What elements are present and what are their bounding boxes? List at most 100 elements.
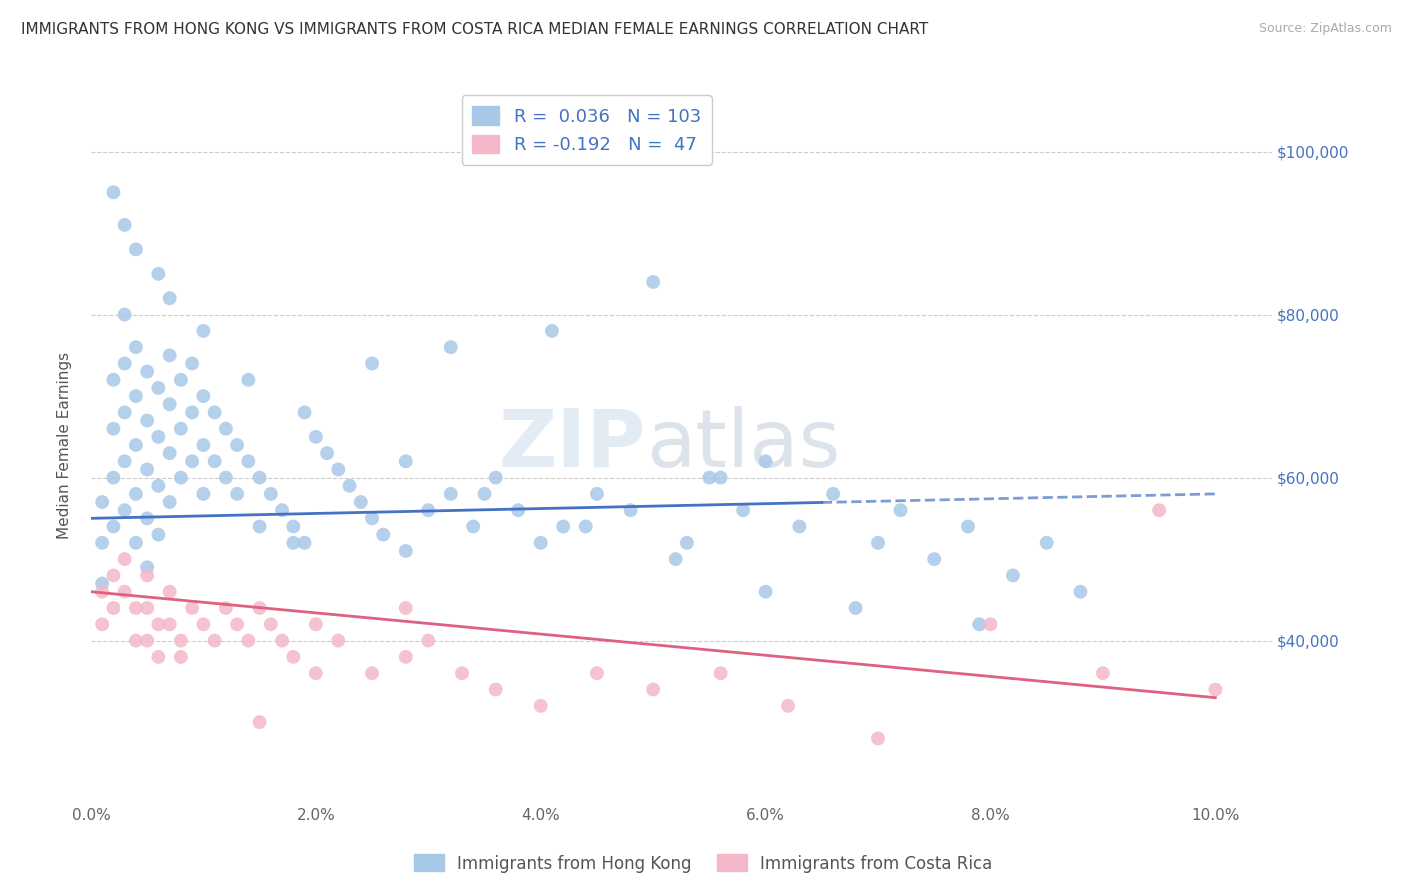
- Point: [395, 601, 418, 615]
- Point: [114, 308, 136, 322]
- Point: [316, 446, 339, 460]
- Point: [238, 373, 260, 387]
- Point: [373, 527, 395, 541]
- Text: Source: ZipAtlas.com: Source: ZipAtlas.com: [1258, 22, 1392, 36]
- Point: [418, 503, 440, 517]
- Point: [283, 536, 305, 550]
- Text: ZIP: ZIP: [499, 406, 645, 484]
- Point: [778, 698, 800, 713]
- Point: [159, 397, 181, 411]
- Point: [159, 348, 181, 362]
- Point: [789, 519, 811, 533]
- Point: [91, 617, 114, 632]
- Point: [350, 495, 373, 509]
- Point: [823, 487, 845, 501]
- Point: [148, 649, 170, 664]
- Point: [125, 340, 148, 354]
- Point: [328, 633, 350, 648]
- Point: [193, 438, 215, 452]
- Point: [125, 633, 148, 648]
- Point: [125, 438, 148, 452]
- Point: [181, 405, 204, 419]
- Point: [148, 267, 170, 281]
- Point: [866, 731, 889, 746]
- Point: [114, 356, 136, 370]
- Point: [148, 381, 170, 395]
- Point: [114, 552, 136, 566]
- Point: [148, 617, 170, 632]
- Point: [215, 470, 238, 484]
- Point: [103, 519, 125, 533]
- Point: [114, 454, 136, 468]
- Point: [979, 617, 1001, 632]
- Point: [395, 649, 418, 664]
- Point: [474, 487, 496, 501]
- Point: [844, 601, 866, 615]
- Point: [170, 649, 193, 664]
- Point: [395, 544, 418, 558]
- Point: [170, 373, 193, 387]
- Point: [463, 519, 485, 533]
- Point: [103, 470, 125, 484]
- Point: [204, 454, 226, 468]
- Point: [485, 682, 508, 697]
- Point: [181, 601, 204, 615]
- Point: [676, 536, 699, 550]
- Point: [1091, 666, 1114, 681]
- Point: [249, 715, 271, 730]
- Point: [710, 470, 733, 484]
- Point: [665, 552, 688, 566]
- Point: [193, 389, 215, 403]
- Point: [125, 389, 148, 403]
- Point: [1069, 584, 1091, 599]
- Point: [575, 519, 598, 533]
- Point: [204, 405, 226, 419]
- Point: [889, 503, 911, 517]
- Point: [193, 617, 215, 632]
- Point: [339, 479, 361, 493]
- Point: [249, 470, 271, 484]
- Point: [193, 324, 215, 338]
- Legend: Immigrants from Hong Kong, Immigrants from Costa Rica: Immigrants from Hong Kong, Immigrants fr…: [408, 847, 998, 880]
- Point: [440, 340, 463, 354]
- Point: [125, 601, 148, 615]
- Point: [148, 430, 170, 444]
- Point: [204, 633, 226, 648]
- Point: [305, 617, 328, 632]
- Point: [956, 519, 979, 533]
- Point: [159, 446, 181, 460]
- Point: [114, 503, 136, 517]
- Point: [136, 633, 159, 648]
- Point: [260, 487, 283, 501]
- Point: [395, 454, 418, 468]
- Point: [586, 666, 609, 681]
- Point: [1204, 682, 1226, 697]
- Point: [148, 527, 170, 541]
- Point: [91, 536, 114, 550]
- Point: [305, 430, 328, 444]
- Point: [103, 601, 125, 615]
- Point: [967, 617, 990, 632]
- Point: [294, 405, 316, 419]
- Point: [249, 601, 271, 615]
- Point: [91, 576, 114, 591]
- Point: [1147, 503, 1170, 517]
- Point: [283, 649, 305, 664]
- Point: [361, 356, 384, 370]
- Point: [125, 536, 148, 550]
- Point: [271, 633, 294, 648]
- Y-axis label: Median Female Earnings: Median Female Earnings: [58, 351, 72, 539]
- Point: [114, 405, 136, 419]
- Point: [294, 536, 316, 550]
- Point: [541, 324, 564, 338]
- Point: [103, 422, 125, 436]
- Point: [710, 666, 733, 681]
- Point: [226, 438, 249, 452]
- Point: [215, 422, 238, 436]
- Legend: R =  0.036   N = 103, R = -0.192   N =  47: R = 0.036 N = 103, R = -0.192 N = 47: [461, 95, 711, 165]
- Point: [699, 470, 721, 484]
- Point: [103, 186, 125, 200]
- Point: [125, 243, 148, 257]
- Point: [159, 617, 181, 632]
- Point: [215, 601, 238, 615]
